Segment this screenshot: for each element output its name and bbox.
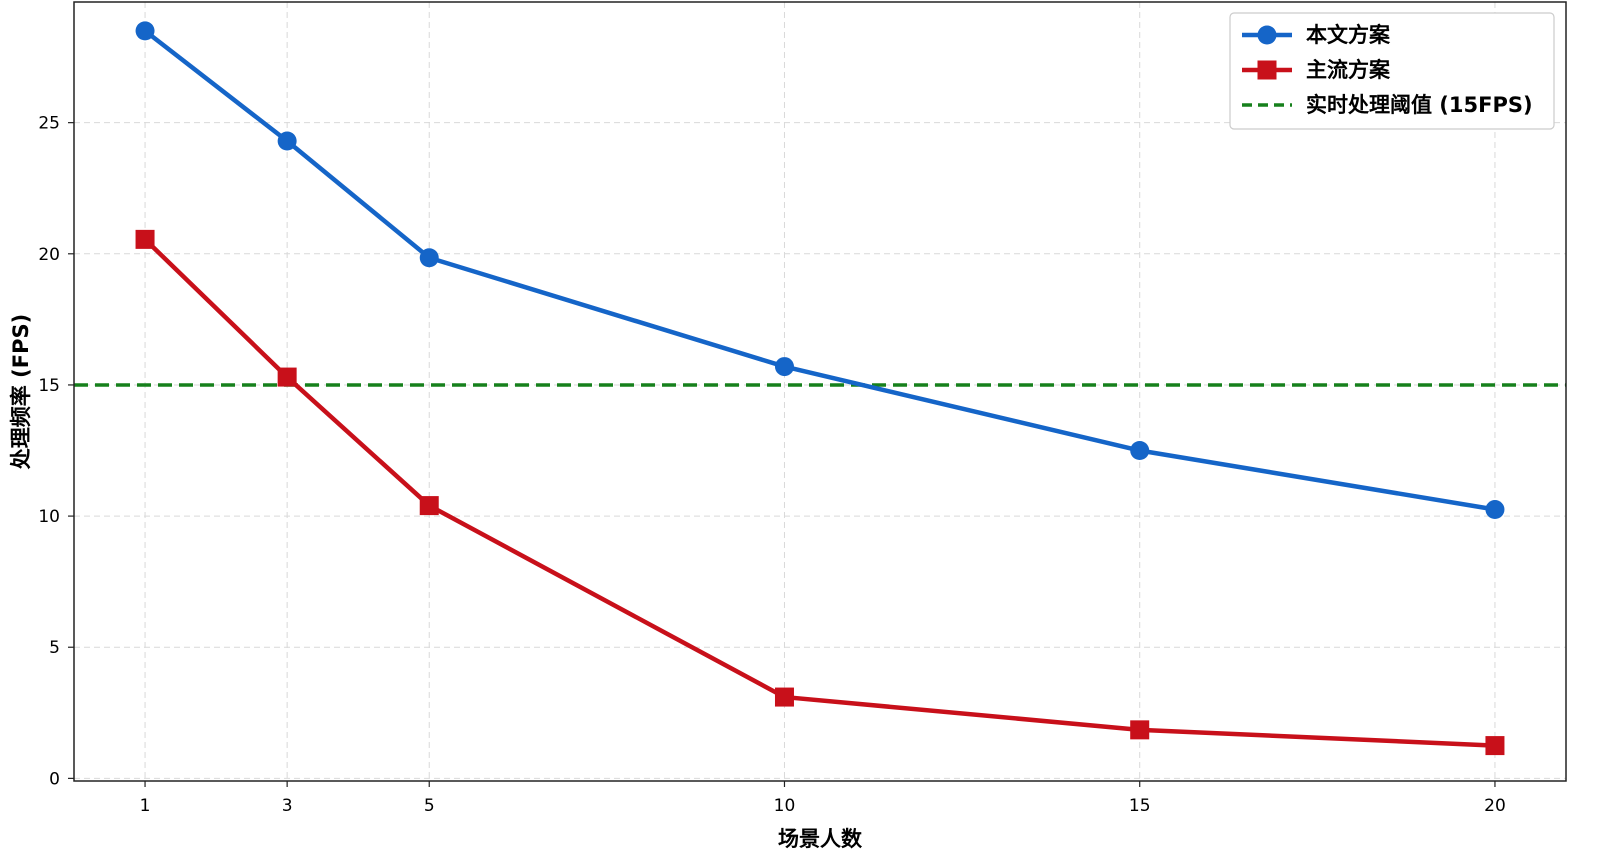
y-axis-label: 处理频率 (FPS) — [9, 314, 33, 470]
y-tick-label: 10 — [38, 507, 60, 527]
data-point — [277, 367, 297, 387]
y-tick-label: 20 — [38, 245, 60, 265]
data-point — [135, 229, 155, 249]
y-tick-label: 0 — [49, 769, 60, 789]
data-point — [419, 496, 439, 516]
series-line — [143, 237, 1496, 748]
legend-label: 主流方案 — [1306, 58, 1391, 82]
legend-marker — [1257, 60, 1277, 80]
legend-marker — [1257, 25, 1277, 45]
legend-entry: 实时处理阈值 (15FPS) — [1242, 93, 1533, 117]
x-tick-label: 5 — [424, 796, 435, 816]
series-line — [143, 29, 1496, 512]
legend-entry: 本文方案 — [1242, 23, 1391, 47]
series — [135, 21, 1505, 756]
legend-label: 本文方案 — [1306, 23, 1391, 47]
y-tick-label: 15 — [38, 376, 60, 396]
data-point — [774, 357, 794, 377]
data-point — [1485, 736, 1505, 756]
x-tick-label: 10 — [774, 796, 796, 816]
series-1 — [135, 21, 1505, 520]
x-tick-label: 1 — [140, 796, 151, 816]
x-axis-label: 场景人数 — [778, 827, 863, 851]
data-point — [419, 248, 439, 268]
y-tick-label: 25 — [38, 114, 60, 134]
data-point — [1485, 500, 1505, 520]
axis-ticks: 1 3 5 10 15 20 0 5 10 15 20 25 — [38, 114, 1505, 816]
legend-entry: 主流方案 — [1242, 58, 1391, 82]
data-point — [1130, 720, 1150, 740]
data-point — [1130, 441, 1150, 461]
x-tick-label: 15 — [1129, 796, 1151, 816]
x-tick-label: 20 — [1484, 796, 1506, 816]
data-point — [774, 687, 794, 707]
series-2 — [135, 229, 1505, 756]
legend-box — [1229, 12, 1555, 130]
data-point — [277, 131, 297, 151]
data-point — [135, 21, 155, 41]
y-tick-label: 5 — [49, 638, 60, 658]
legend-label: 实时处理阈值 (15FPS) — [1306, 93, 1533, 117]
x-tick-label: 3 — [282, 796, 293, 816]
plot-area-frame — [73, 1, 1567, 782]
